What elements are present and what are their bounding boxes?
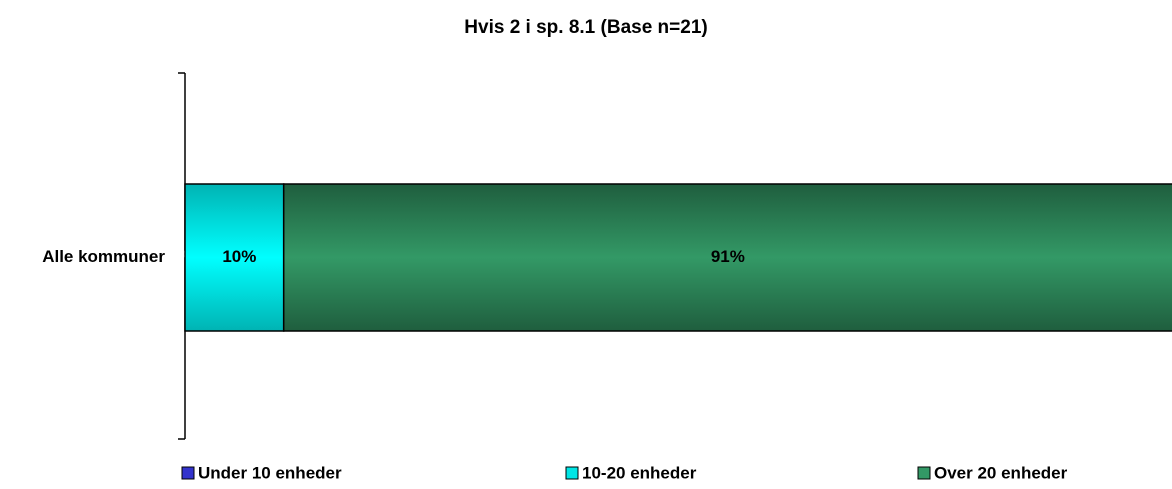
bar-segment xyxy=(184,183,285,332)
data-label: 91% xyxy=(711,247,745,266)
legend-label: 10-20 enheder xyxy=(582,463,697,482)
legend-swatch xyxy=(917,466,931,480)
data-label: 10% xyxy=(222,247,256,266)
legend-label: Over 20 enheder xyxy=(934,463,1068,482)
bar-segment xyxy=(282,183,1172,332)
chart-title: Hvis 2 i sp. 8.1 (Base n=21) xyxy=(464,17,707,38)
legend-swatch xyxy=(181,466,195,480)
legend-label: Under 10 enheder xyxy=(198,463,342,482)
legend-swatch xyxy=(565,466,579,480)
category-label: Alle kommuner xyxy=(42,247,165,266)
